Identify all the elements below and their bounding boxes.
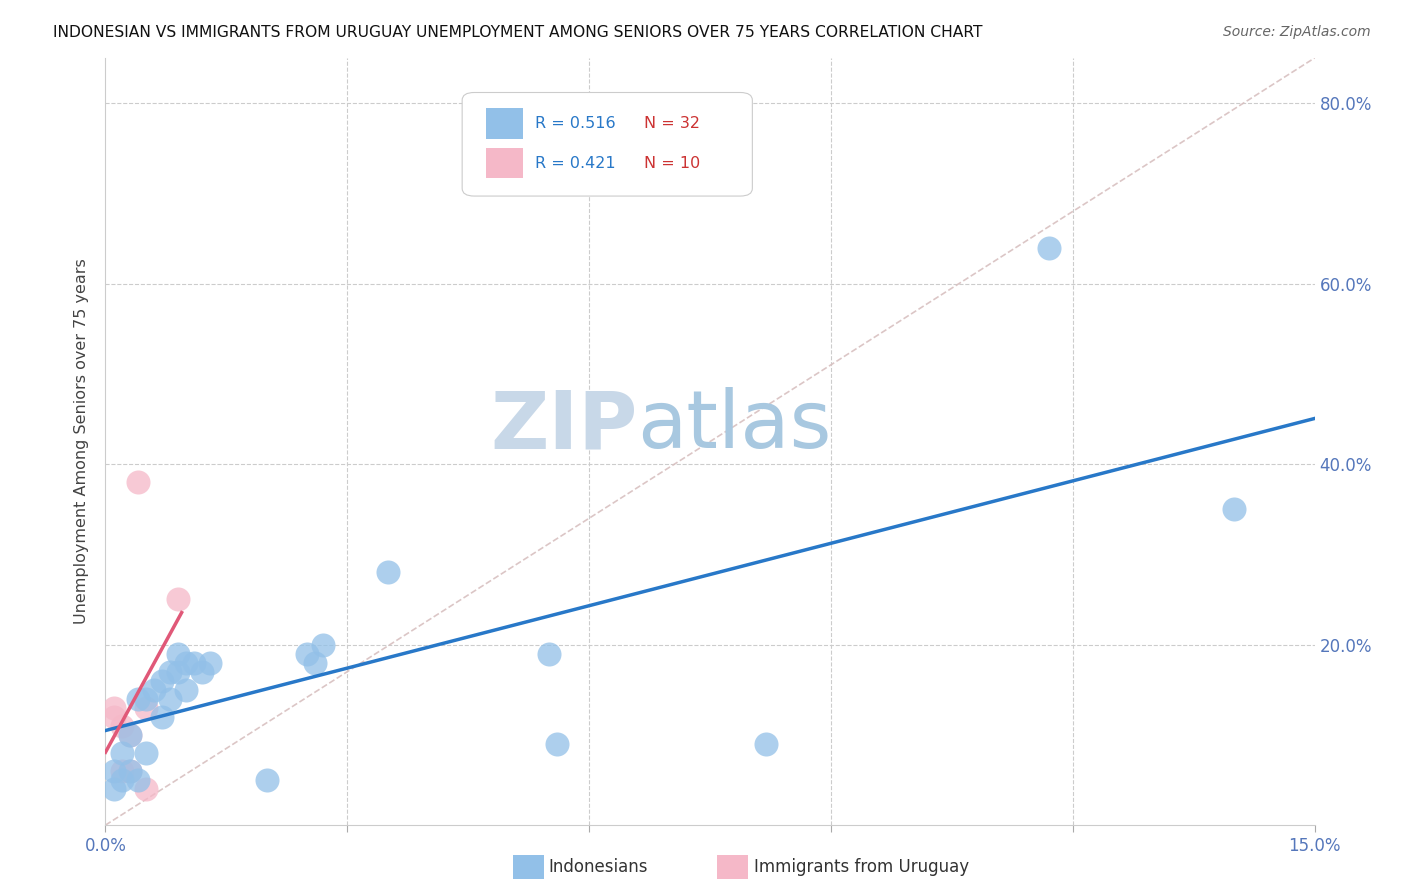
Point — [135, 691, 157, 706]
FancyBboxPatch shape — [463, 93, 752, 196]
Point — [159, 665, 181, 679]
Text: Source: ZipAtlas.com: Source: ZipAtlas.com — [1223, 25, 1371, 39]
Point — [135, 782, 157, 797]
Text: N = 10: N = 10 — [644, 155, 700, 170]
Point — [110, 764, 132, 778]
Text: ZIP: ZIP — [491, 387, 637, 466]
Point — [127, 475, 149, 490]
Point — [304, 656, 326, 670]
FancyBboxPatch shape — [486, 148, 523, 178]
Point — [1223, 502, 1246, 516]
Text: atlas: atlas — [637, 387, 832, 466]
Point — [118, 764, 141, 778]
FancyBboxPatch shape — [486, 108, 523, 138]
Point — [118, 764, 141, 778]
Point — [135, 700, 157, 714]
Point — [118, 728, 141, 742]
Point — [167, 665, 190, 679]
Point — [174, 656, 197, 670]
Text: N = 32: N = 32 — [644, 116, 700, 131]
Text: Indonesians: Indonesians — [548, 858, 648, 876]
Point — [200, 656, 222, 670]
Point — [142, 682, 165, 697]
Point — [103, 710, 125, 724]
Point — [159, 691, 181, 706]
Point — [103, 700, 125, 714]
Point — [377, 566, 399, 580]
Text: R = 0.421: R = 0.421 — [534, 155, 616, 170]
Point — [110, 746, 132, 760]
Text: INDONESIAN VS IMMIGRANTS FROM URUGUAY UNEMPLOYMENT AMONG SENIORS OVER 75 YEARS C: INDONESIAN VS IMMIGRANTS FROM URUGUAY UN… — [53, 25, 983, 40]
Point — [150, 710, 173, 724]
Point — [546, 737, 568, 751]
Point — [127, 772, 149, 787]
Point — [135, 746, 157, 760]
Point — [312, 638, 335, 652]
Point — [118, 728, 141, 742]
Point — [537, 647, 560, 661]
Y-axis label: Unemployment Among Seniors over 75 years: Unemployment Among Seniors over 75 years — [75, 259, 90, 624]
Point — [167, 592, 190, 607]
Point — [174, 682, 197, 697]
Point — [183, 656, 205, 670]
Point — [110, 719, 132, 733]
Point — [295, 647, 318, 661]
Point — [1038, 240, 1060, 254]
Point — [110, 772, 132, 787]
Point — [256, 772, 278, 787]
Point — [755, 737, 778, 751]
Point — [150, 673, 173, 688]
Point — [103, 764, 125, 778]
Text: R = 0.516: R = 0.516 — [534, 116, 616, 131]
Text: Immigrants from Uruguay: Immigrants from Uruguay — [754, 858, 969, 876]
Point — [103, 782, 125, 797]
Point — [191, 665, 214, 679]
Point — [127, 691, 149, 706]
Point — [167, 647, 190, 661]
